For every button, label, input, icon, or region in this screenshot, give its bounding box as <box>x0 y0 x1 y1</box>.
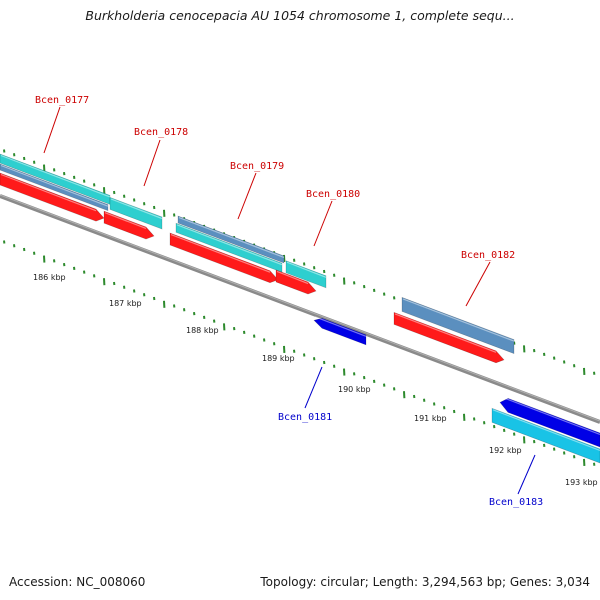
feature-highlight <box>500 396 600 436</box>
gene-block[interactable] <box>0 163 109 212</box>
callout-line <box>43 106 61 154</box>
gene-block[interactable] <box>109 196 163 230</box>
gene-label-bcen_0178[interactable]: Bcen_0178 <box>134 127 188 138</box>
gene-label-bcen_0180[interactable]: Bcen_0180 <box>306 189 360 200</box>
genome-summary-text: Topology: circular; Length: 3,294,563 bp… <box>260 575 590 589</box>
gene-label-bcen_0179[interactable]: Bcen_0179 <box>230 161 284 172</box>
feature-highlight <box>394 313 497 353</box>
gene-block[interactable] <box>285 260 327 289</box>
callout-line <box>143 139 161 187</box>
gene-block[interactable] <box>177 215 285 264</box>
feature-highlight <box>176 224 283 266</box>
gene-block[interactable] <box>491 407 600 464</box>
feature-highlight <box>286 261 327 278</box>
kbp-tick-label: 192 kbp <box>489 446 522 455</box>
cds-arrow[interactable] <box>275 269 317 295</box>
gene-callouts: Bcen_0177 Bcen_0178 Bcen_0179 Bcen_0180 Bcen… <box>35 95 543 508</box>
cds-arrow[interactable] <box>103 210 155 240</box>
feature-track <box>0 153 600 464</box>
callout-line <box>304 366 323 409</box>
callout-line <box>517 454 536 495</box>
map-title: Burkholderia cenocepacia AU 1054 chromos… <box>85 8 515 23</box>
feature-highlight <box>0 154 111 198</box>
inner-tick-ring <box>3 240 596 467</box>
callout-line <box>465 261 491 307</box>
callout-line <box>237 172 257 220</box>
kbp-tick-label: 189 kbp <box>262 354 295 363</box>
feature-highlight <box>170 233 271 273</box>
gene-label-bcen_0182[interactable]: Bcen_0182 <box>461 250 515 261</box>
feature-highlight <box>104 212 147 230</box>
cds-arrow[interactable] <box>499 398 600 448</box>
cds-arrow[interactable] <box>0 172 105 222</box>
feature-highlight <box>110 198 163 220</box>
gene-block[interactable] <box>401 296 515 355</box>
feature-highlight <box>276 270 309 285</box>
kbp-tick-label: 188 kbp <box>186 326 219 335</box>
cds-arrow[interactable] <box>169 232 279 284</box>
kbp-tick-label: 191 kbp <box>414 414 447 423</box>
kbp-tick-label: 186 kbp <box>33 273 66 282</box>
kbp-tick-label: 187 kbp <box>109 299 142 308</box>
gene-label-bcen_0183[interactable]: Bcen_0183 <box>489 497 543 508</box>
cds-arrow[interactable] <box>393 311 505 364</box>
feature-highlight <box>178 216 285 259</box>
feature-highlight <box>492 409 600 452</box>
kbp-scale-labels: 186 kbp 187 kbp 188 kbp 189 kbp 190 kbp 191 k… <box>33 273 598 487</box>
kbp-tick-label: 193 kbp <box>565 478 598 487</box>
cds-arrow[interactable] <box>313 317 367 346</box>
feature-highlight <box>0 164 109 207</box>
gene-label-bcen_0181[interactable]: Bcen_0181 <box>278 412 332 423</box>
chromosome-backbone <box>0 194 600 424</box>
feature-highlight <box>402 298 515 342</box>
accession-text: Accession: NC_008060 <box>9 575 146 589</box>
callout-line <box>313 200 333 247</box>
kbp-tick-label: 190 kbp <box>338 385 371 394</box>
feature-highlight <box>314 316 367 337</box>
feature-highlight <box>0 173 97 212</box>
gene-label-bcen_0177[interactable]: Bcen_0177 <box>35 95 89 106</box>
